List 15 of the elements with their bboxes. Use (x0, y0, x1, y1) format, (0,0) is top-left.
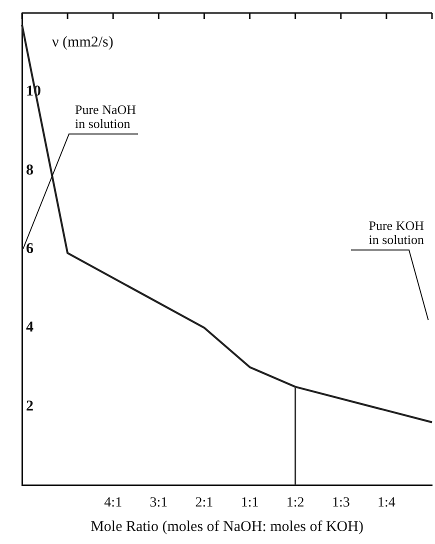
annotation: Pure KOH in solution (368, 218, 424, 247)
x-tick-label: 2:1 (195, 495, 214, 510)
y-tick-label: 2 (26, 398, 34, 414)
annotation: Pure NaOH in solution (75, 102, 136, 132)
x-tick-label: 1:3 (332, 495, 350, 510)
y-tick-label: 4 (26, 320, 34, 336)
y-axis-title: ν (mm2/s) (52, 34, 114, 50)
x-axis-title: Mole Ratio (moles of NaOH: moles of KOH) (90, 518, 364, 535)
x-tick-label: 3:1 (150, 495, 168, 510)
y-tick-label: 6 (26, 240, 34, 257)
x-tick-label: 1:2 (286, 495, 304, 510)
x-tick-label: 1:4 (378, 495, 396, 510)
y-tick-label: 8 (26, 162, 34, 178)
x-tick-label: 1:1 (240, 495, 259, 510)
x-tick-label: 4:1 (104, 495, 122, 510)
